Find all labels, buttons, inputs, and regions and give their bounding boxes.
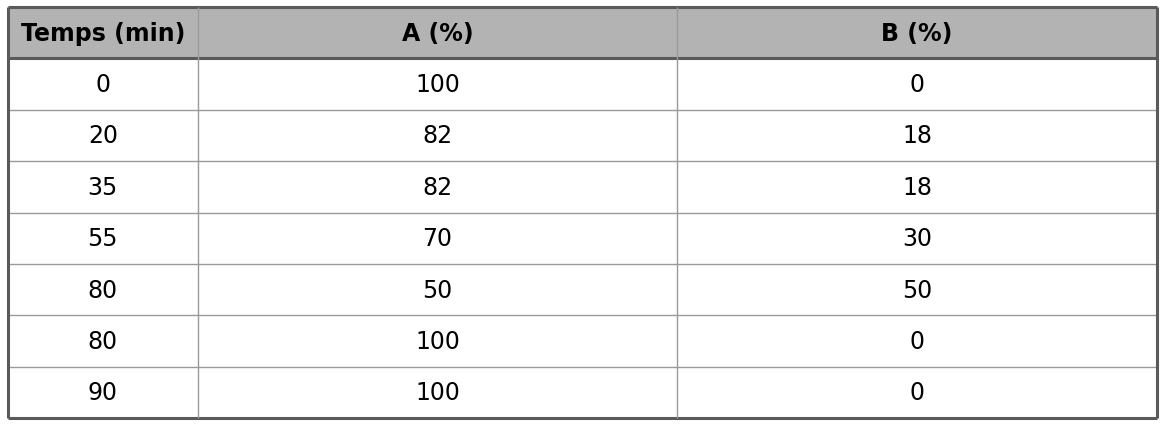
Text: 100: 100 xyxy=(415,73,460,97)
Text: 0: 0 xyxy=(910,73,925,97)
Bar xyxy=(677,316,1157,367)
Text: 70: 70 xyxy=(423,227,452,250)
Text: 0: 0 xyxy=(96,73,111,97)
Bar xyxy=(198,8,677,59)
Bar xyxy=(8,264,198,316)
Text: B (%): B (%) xyxy=(882,22,953,46)
Text: 80: 80 xyxy=(87,278,118,302)
Text: 100: 100 xyxy=(415,380,460,404)
Text: 82: 82 xyxy=(423,124,452,148)
Bar xyxy=(8,110,198,162)
Bar xyxy=(198,110,677,162)
Text: 30: 30 xyxy=(902,227,932,250)
Text: 0: 0 xyxy=(910,380,925,404)
Bar xyxy=(8,316,198,367)
Bar xyxy=(198,264,677,316)
Text: 20: 20 xyxy=(87,124,118,148)
Text: 90: 90 xyxy=(87,380,118,404)
Bar xyxy=(8,8,198,59)
Bar xyxy=(198,162,677,213)
Bar xyxy=(8,59,198,110)
Bar xyxy=(677,367,1157,418)
Bar xyxy=(677,264,1157,316)
Text: A (%): A (%) xyxy=(402,22,473,46)
Bar xyxy=(198,213,677,264)
Text: 100: 100 xyxy=(415,329,460,353)
Bar xyxy=(198,316,677,367)
Bar xyxy=(198,367,677,418)
Text: Temps (min): Temps (min) xyxy=(21,22,185,46)
Text: 18: 18 xyxy=(902,176,932,199)
Text: 18: 18 xyxy=(902,124,932,148)
Bar xyxy=(677,110,1157,162)
Bar xyxy=(677,213,1157,264)
Text: 50: 50 xyxy=(902,278,932,302)
Text: 80: 80 xyxy=(87,329,118,353)
Text: 50: 50 xyxy=(423,278,452,302)
Bar xyxy=(677,8,1157,59)
Text: 35: 35 xyxy=(87,176,118,199)
Bar xyxy=(8,367,198,418)
Text: 0: 0 xyxy=(910,329,925,353)
Bar xyxy=(8,213,198,264)
Bar xyxy=(677,59,1157,110)
Bar xyxy=(677,162,1157,213)
Bar xyxy=(8,162,198,213)
Text: 82: 82 xyxy=(423,176,452,199)
Bar xyxy=(198,59,677,110)
Text: 55: 55 xyxy=(87,227,118,250)
